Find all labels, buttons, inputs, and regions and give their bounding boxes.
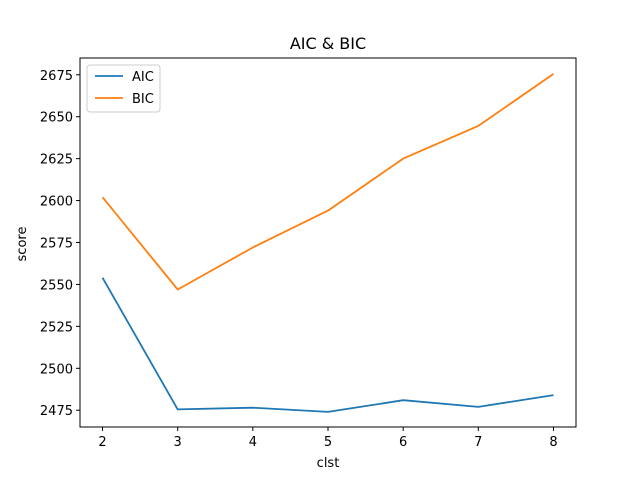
x-tick-label: 4 <box>249 435 257 450</box>
y-tick-label: 2550 <box>40 278 73 293</box>
y-tick-label: 2575 <box>40 237 73 252</box>
y-tick-label: 2600 <box>40 195 73 210</box>
x-axis-label: clst <box>317 456 340 471</box>
x-tick-label: 6 <box>399 435 407 450</box>
legend-label-bic: BIC <box>132 92 154 107</box>
series-line-aic <box>101 277 554 413</box>
y-tick-label: 2475 <box>40 404 73 419</box>
x-tick-label: 2 <box>98 435 106 450</box>
y-axis-label: score <box>15 227 30 262</box>
x-tick-label: 8 <box>549 435 557 450</box>
plot-frame <box>79 57 577 428</box>
y-tick-label: 2500 <box>40 362 73 377</box>
y-tick-label: 2650 <box>40 111 73 126</box>
legend: AIC BIC <box>86 64 161 113</box>
y-tick-label: 2625 <box>40 153 73 168</box>
chart-title: AIC & BIC <box>290 34 366 53</box>
series-line-bic <box>101 73 555 291</box>
x-tick-label: 7 <box>474 435 482 450</box>
series-lines <box>101 73 555 413</box>
axis-ticks: 2 3 4 5 6 7 8 2475 2500 2525 2550 2575 2600 2625 2650 2… <box>40 69 558 450</box>
legend-label-aic: AIC <box>132 70 154 85</box>
x-tick-label: 3 <box>174 435 182 450</box>
x-tick-label: 5 <box>324 435 332 450</box>
y-tick-label: 2675 <box>40 69 73 84</box>
y-tick-label: 2525 <box>40 320 73 335</box>
